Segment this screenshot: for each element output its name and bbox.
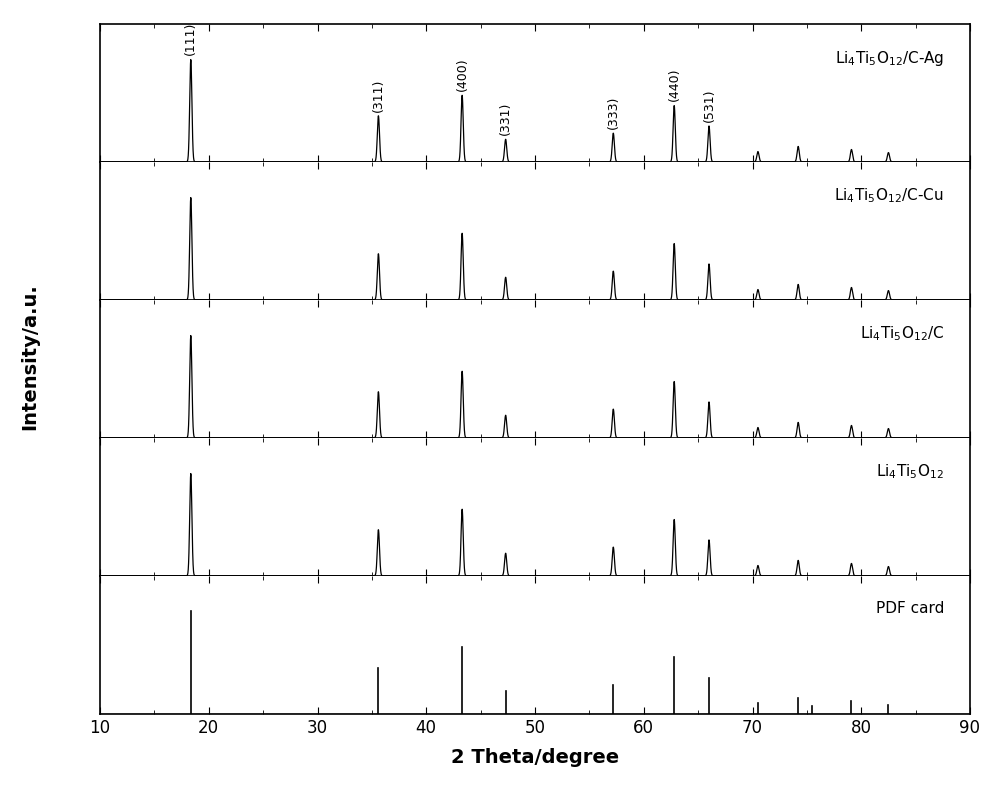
Text: (440): (440) xyxy=(668,68,681,102)
Text: (331): (331) xyxy=(499,102,512,135)
Text: Li$_4$Ti$_5$O$_{12}$: Li$_4$Ti$_5$O$_{12}$ xyxy=(876,462,944,481)
Text: (531): (531) xyxy=(702,88,716,122)
Text: (400): (400) xyxy=(456,58,469,91)
Text: Intensity/a.u.: Intensity/a.u. xyxy=(20,283,40,431)
Text: (311): (311) xyxy=(372,79,385,112)
X-axis label: 2 Theta/degree: 2 Theta/degree xyxy=(451,748,619,767)
Text: Li$_4$Ti$_5$O$_{12}$/C-Ag: Li$_4$Ti$_5$O$_{12}$/C-Ag xyxy=(835,48,944,67)
Text: (333): (333) xyxy=(607,96,620,129)
Text: PDF card: PDF card xyxy=(876,600,944,615)
Text: Li$_4$Ti$_5$O$_{12}$/C: Li$_4$Ti$_5$O$_{12}$/C xyxy=(860,324,944,343)
Text: Li$_4$Ti$_5$O$_{12}$/C-Cu: Li$_4$Ti$_5$O$_{12}$/C-Cu xyxy=(834,186,944,205)
Text: (111): (111) xyxy=(184,22,197,56)
